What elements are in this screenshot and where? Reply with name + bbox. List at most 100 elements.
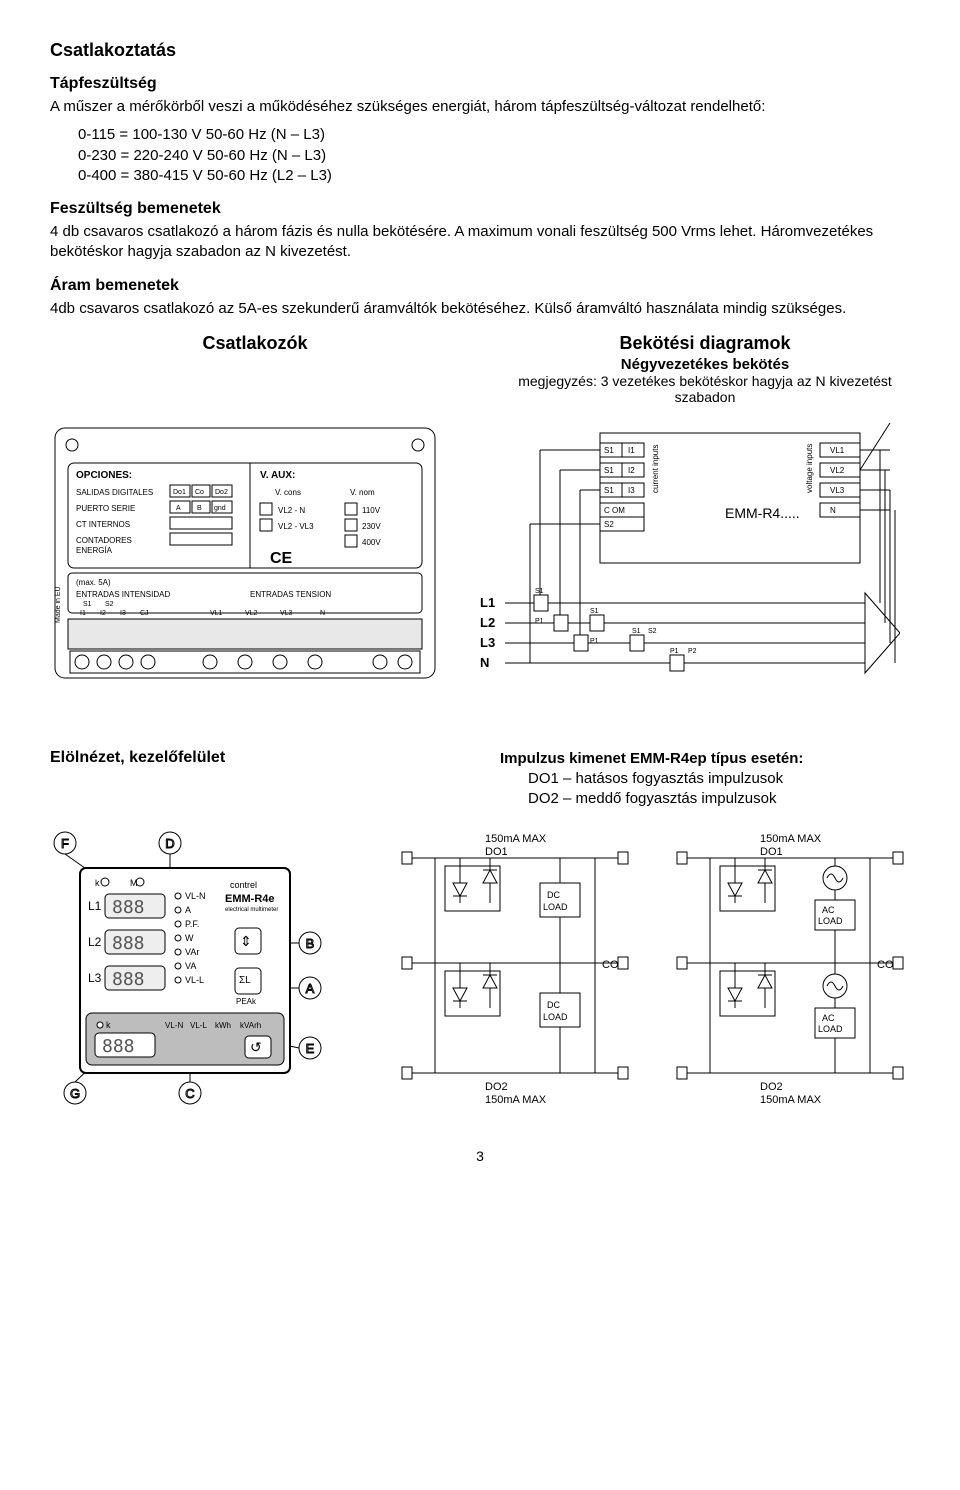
svg-text:L2: L2 bbox=[88, 935, 102, 949]
svg-text:DO1: DO1 bbox=[760, 846, 783, 858]
svg-text:150mA MAX: 150mA MAX bbox=[760, 833, 822, 845]
svg-text:DO2: DO2 bbox=[760, 1081, 783, 1093]
supply-variant: 0-400 = 380-415 V 50-60 Hz (L2 – L3) bbox=[78, 166, 910, 186]
svg-text:VA: VA bbox=[185, 961, 196, 971]
puerto-label: PUERTO SERIE bbox=[76, 504, 135, 513]
contadores-label: CONTADORES bbox=[76, 536, 132, 545]
svg-text:CJ: CJ bbox=[140, 610, 149, 617]
supply-variants: 0-115 = 100-130 V 50-60 Hz (N – L3) 0-23… bbox=[50, 125, 910, 186]
wiring-title: Bekötési diagramok bbox=[500, 333, 910, 354]
svg-text:DO2: DO2 bbox=[485, 1081, 508, 1093]
connectors-title: Csatlakozók bbox=[50, 333, 460, 354]
svg-text:888: 888 bbox=[112, 969, 145, 990]
svg-text:V. nom: V. nom bbox=[350, 488, 375, 497]
svg-text:B: B bbox=[197, 505, 202, 512]
svg-text:S2: S2 bbox=[105, 601, 114, 608]
svg-text:F: F bbox=[61, 836, 69, 851]
front-panel-diagram: F D B A E G C k M L1 88 bbox=[50, 828, 360, 1108]
ct-label: CT INTERNOS bbox=[76, 520, 130, 529]
voltage-in-heading: Feszültség bemenetek bbox=[50, 200, 910, 218]
svg-text:L1: L1 bbox=[480, 595, 495, 610]
svg-text:S1: S1 bbox=[604, 466, 614, 475]
svg-text:400V: 400V bbox=[362, 538, 381, 547]
vaux-label: V. AUX: bbox=[260, 470, 295, 481]
svg-text:LOAD: LOAD bbox=[818, 916, 843, 926]
svg-text:EMM-R4e: EMM-R4e bbox=[225, 893, 275, 905]
svg-text:VL2 - N: VL2 - N bbox=[278, 506, 305, 515]
svg-text:I3: I3 bbox=[120, 610, 126, 617]
ce-mark: CE bbox=[270, 550, 293, 567]
svg-text:EMM-R4.....: EMM-R4..... bbox=[725, 505, 800, 521]
svg-text:L3: L3 bbox=[88, 971, 102, 985]
svg-text:L1: L1 bbox=[88, 899, 102, 913]
supply-variant: 0-230 = 220-240 V 50-60 Hz (N – L3) bbox=[78, 146, 910, 166]
svg-text:150mA MAX: 150mA MAX bbox=[485, 833, 547, 845]
svg-text:A: A bbox=[185, 905, 191, 915]
svg-text:N: N bbox=[320, 610, 325, 617]
svg-text:VL3: VL3 bbox=[830, 486, 845, 495]
svg-text:PEAk: PEAk bbox=[236, 997, 257, 1006]
svg-text:Do1: Do1 bbox=[173, 489, 186, 496]
svg-text:I1: I1 bbox=[80, 610, 86, 617]
svg-text:ENTRADAS TENSION: ENTRADAS TENSION bbox=[250, 590, 331, 599]
connector-diagram: OPCIONES: SALIDAS DIGITALES PUERTO SERIE… bbox=[50, 423, 440, 683]
supply-heading: Tápfeszültség bbox=[50, 75, 910, 93]
svg-text:A: A bbox=[306, 981, 315, 996]
svg-text:A: A bbox=[176, 505, 181, 512]
salidas-label: SALIDAS DIGITALES bbox=[76, 488, 153, 497]
svg-text:VL-N: VL-N bbox=[165, 1021, 183, 1030]
svg-text:DC: DC bbox=[547, 1000, 560, 1010]
svg-text:CO: CO bbox=[877, 959, 894, 971]
pulse-dc-diagram: 150mA MAX DO1 DC LOAD bbox=[390, 828, 635, 1103]
svg-text:AC: AC bbox=[822, 905, 835, 915]
svg-text:S1: S1 bbox=[604, 486, 614, 495]
svg-text:S1: S1 bbox=[604, 446, 614, 455]
svg-text:ΣL: ΣL bbox=[239, 975, 251, 986]
front-panel-title: Elölnézet, kezelőfelület bbox=[50, 749, 460, 767]
svg-text:S2: S2 bbox=[648, 628, 657, 635]
svg-text:VL-L: VL-L bbox=[190, 1021, 207, 1030]
current-in-heading: Áram bemenetek bbox=[50, 277, 910, 295]
svg-text:AC: AC bbox=[822, 1013, 835, 1023]
svg-text:⇕: ⇕ bbox=[240, 933, 252, 949]
svg-text:150mA MAX: 150mA MAX bbox=[760, 1094, 822, 1103]
svg-text:W: W bbox=[185, 933, 194, 943]
svg-text:contrel: contrel bbox=[230, 880, 257, 890]
svg-text:P1: P1 bbox=[590, 638, 599, 645]
svg-text:I2: I2 bbox=[628, 466, 635, 475]
svg-text:k: k bbox=[106, 1020, 111, 1030]
svg-text:k: k bbox=[95, 878, 100, 888]
svg-text:D: D bbox=[165, 836, 174, 851]
svg-text:I1: I1 bbox=[628, 446, 635, 455]
svg-text:P1: P1 bbox=[535, 618, 544, 625]
svg-text:N: N bbox=[480, 655, 489, 670]
svg-text:C OM: C OM bbox=[604, 506, 625, 515]
svg-text:S1: S1 bbox=[632, 628, 641, 635]
supply-variant: 0-115 = 100-130 V 50-60 Hz (N – L3) bbox=[78, 125, 910, 145]
wiring-diagram: EMM-R4..... S1I1 S1I2 S1I3 C OM S2 curre… bbox=[470, 423, 900, 683]
svg-text:N: N bbox=[830, 506, 836, 515]
pulse-do1: DO1 – hatásos fogyasztás impulzusok bbox=[528, 769, 910, 789]
svg-text:150mA MAX: 150mA MAX bbox=[485, 1094, 547, 1103]
svg-text:VL-N: VL-N bbox=[185, 891, 206, 901]
svg-text:LOAD: LOAD bbox=[543, 1012, 568, 1022]
wiring-note: megjegyzés: 3 vezetékes bekötéskor hagyj… bbox=[500, 373, 910, 405]
svg-text:230V: 230V bbox=[362, 522, 381, 531]
svg-text:VL3: VL3 bbox=[280, 610, 293, 617]
svg-text:VL-L: VL-L bbox=[185, 975, 204, 985]
svg-text:voltage inputs: voltage inputs bbox=[805, 443, 814, 492]
svg-text:VAr: VAr bbox=[185, 947, 199, 957]
svg-text:L2: L2 bbox=[480, 615, 495, 630]
svg-text:DC: DC bbox=[547, 890, 560, 900]
svg-text:P1: P1 bbox=[670, 648, 679, 655]
wiring-subtitle: Négyvezetékes bekötés bbox=[500, 356, 910, 373]
svg-text:VL1: VL1 bbox=[210, 610, 223, 617]
svg-text:VL2 - VL3: VL2 - VL3 bbox=[278, 522, 314, 531]
svg-text:S1: S1 bbox=[590, 608, 599, 615]
svg-text:P.F.: P.F. bbox=[185, 919, 199, 929]
svg-text:Made in EU: Made in EU bbox=[55, 586, 62, 623]
svg-text:LOAD: LOAD bbox=[818, 1024, 843, 1034]
svg-text:110V: 110V bbox=[362, 506, 381, 515]
svg-text:Co: Co bbox=[195, 489, 204, 496]
svg-text:VL2: VL2 bbox=[245, 610, 258, 617]
